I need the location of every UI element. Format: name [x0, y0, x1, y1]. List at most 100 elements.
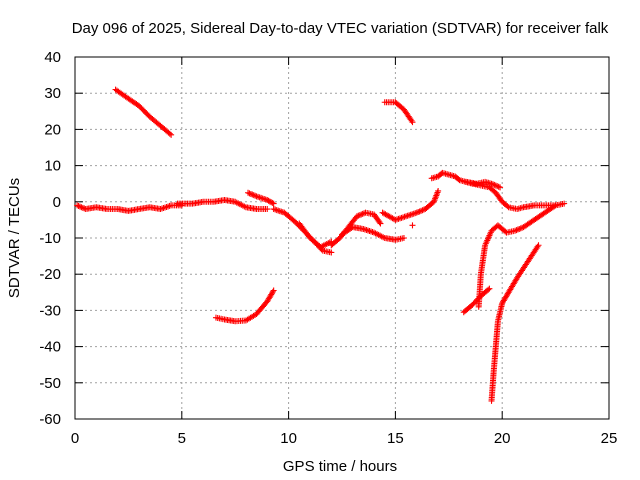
y-tick-label: -30: [39, 302, 61, 319]
data-point: [552, 202, 559, 209]
chart-title: Day 096 of 2025, Sidereal Day-to-day VTE…: [72, 20, 609, 37]
data-point: [514, 226, 521, 233]
series-arc-17: [488, 242, 542, 404]
data-point: [359, 210, 366, 217]
data-point: [166, 130, 173, 137]
data-point: [495, 183, 502, 190]
x-tick-label: 10: [280, 430, 297, 447]
data-point: [266, 198, 273, 205]
data-point: [356, 212, 363, 219]
data-point: [409, 222, 416, 229]
data-point: [419, 207, 426, 214]
series-arc-3: [174, 196, 271, 213]
data-point: [416, 208, 423, 215]
x-axis-label: GPS time / hours: [283, 458, 397, 475]
series-arc-1: [74, 202, 185, 214]
data-point: [74, 202, 81, 209]
data-point: [492, 182, 499, 189]
data-point: [377, 220, 384, 227]
data-point: [358, 211, 365, 218]
y-axis-label: SDTVAR / TECUs: [6, 178, 23, 298]
data-point: [415, 209, 422, 216]
data-point: [247, 190, 254, 197]
series-arc-5: [245, 189, 277, 207]
data-point: [245, 189, 252, 196]
plot-frame: [74, 56, 610, 420]
data-point: [418, 207, 425, 214]
series-arc-2: [112, 86, 175, 138]
data-point: [264, 206, 271, 213]
y-tick-label: 40: [44, 49, 61, 66]
data-point: [561, 200, 568, 207]
data-point: [250, 192, 257, 199]
x-tick-label: 25: [601, 430, 618, 447]
data-point: [269, 199, 276, 206]
data-point: [264, 196, 271, 203]
data-point: [400, 235, 407, 241]
y-tick-label: -60: [39, 411, 61, 428]
data-point: [488, 180, 495, 187]
data-point: [269, 288, 276, 295]
data-point: [486, 285, 493, 292]
data-marks: [74, 86, 568, 404]
x-tick-label: 5: [178, 430, 186, 447]
data-point: [435, 187, 442, 194]
y-tick-label: -50: [39, 375, 61, 392]
series-arc-14: [462, 178, 504, 191]
data-point: [355, 212, 362, 219]
x-tick-labels: 0 5 10 15 20 25: [71, 430, 618, 447]
data-point: [270, 200, 277, 207]
y-tick-label: 10: [44, 158, 61, 175]
series-arc-4: [212, 287, 277, 325]
data-point: [268, 199, 275, 206]
data-point: [551, 203, 558, 210]
data-point: [328, 249, 335, 256]
data-point: [78, 204, 85, 211]
data-point: [249, 191, 256, 198]
y-tick-label: 20: [44, 121, 61, 138]
data-point: [513, 227, 520, 234]
x-tick-label: 15: [387, 430, 404, 447]
data-point: [497, 184, 504, 191]
series-arc-9: [339, 224, 407, 243]
data-point: [353, 213, 360, 220]
data-point: [535, 242, 542, 249]
data-point: [512, 227, 519, 234]
data-point: [246, 190, 253, 197]
data-point: [494, 183, 501, 190]
data-point: [270, 287, 277, 294]
series-arc-8: [328, 209, 384, 249]
y-tick-labels: -60 -50 -40 -30 -20 -10 0 10 20 30 40: [39, 49, 61, 428]
y-tick-label: -20: [39, 266, 61, 283]
data-point: [491, 181, 498, 188]
data-point: [408, 117, 415, 124]
series-arc-16: [475, 202, 559, 310]
y-tick-label: 30: [44, 85, 61, 102]
y-tick-label: 0: [53, 194, 61, 211]
y-tick-label: -10: [39, 230, 61, 247]
data-point: [409, 119, 416, 126]
data-point: [79, 204, 86, 211]
data-point: [168, 131, 175, 138]
data-point: [516, 225, 523, 232]
grid: [75, 57, 609, 419]
series-arc-13: [428, 169, 568, 213]
series-arc-10: [379, 187, 442, 223]
data-point: [75, 203, 82, 210]
series-arc-11: [381, 99, 416, 126]
x-tick-label: 20: [494, 430, 511, 447]
data-point: [376, 219, 383, 226]
x-tick-label: 0: [71, 430, 79, 447]
series-arc-12: [409, 222, 416, 229]
data-point: [76, 203, 83, 210]
data-point: [517, 225, 524, 232]
data-point: [485, 286, 492, 293]
data-point: [413, 209, 420, 216]
data-point: [455, 176, 462, 183]
data-point: [489, 181, 496, 188]
y-tick-label: -40: [39, 339, 61, 356]
data-point: [504, 203, 511, 210]
data-point: [265, 197, 272, 204]
data-point: [252, 192, 259, 199]
